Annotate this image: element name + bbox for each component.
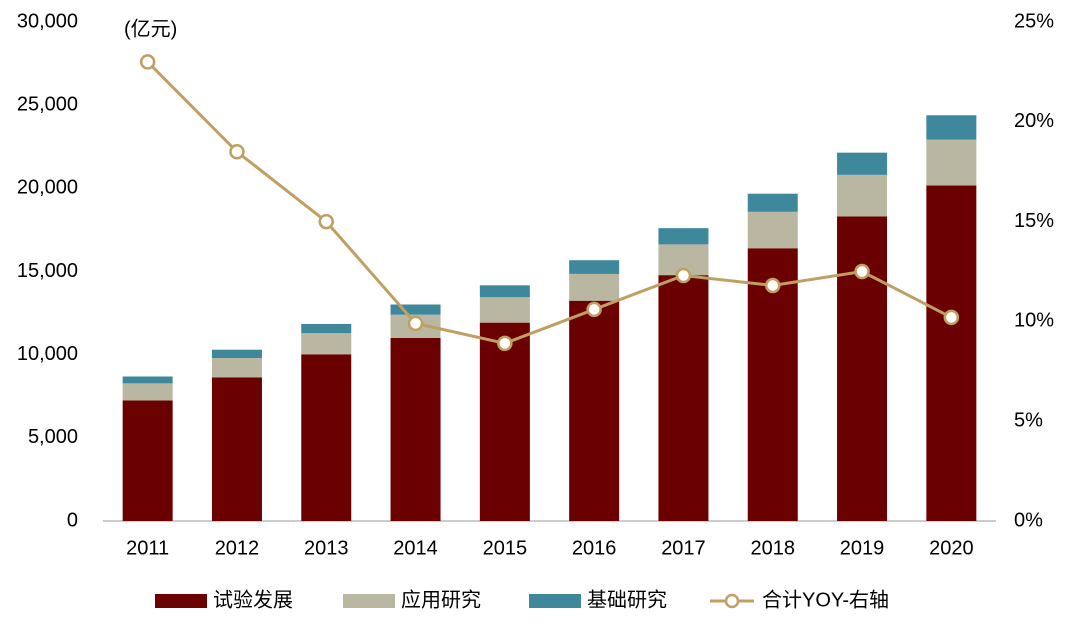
y-tick-label: 5,000 — [28, 426, 78, 448]
line-marker — [943, 309, 960, 326]
x-tick-label: 2012 — [215, 537, 260, 559]
x-tick-label: 2013 — [304, 537, 349, 559]
x-tick-label: 2014 — [393, 537, 438, 559]
bar-segment — [211, 357, 262, 378]
bar-segment — [926, 115, 977, 140]
bar-segment — [479, 285, 530, 298]
bar-segment — [837, 174, 888, 217]
bar-segment — [926, 185, 977, 522]
bar-segment — [747, 211, 798, 249]
line-marker — [765, 277, 781, 294]
bar-segment — [569, 260, 620, 274]
bar-segment — [122, 400, 173, 521]
bar-segment — [479, 322, 530, 521]
x-tick-label: 2015 — [483, 537, 528, 559]
line — [146, 60, 953, 345]
bar-segment — [390, 337, 441, 521]
bar-segment — [658, 275, 709, 521]
legend-label: 合计YOY-右轴 — [762, 588, 889, 611]
bar-segment — [747, 193, 798, 212]
bar-segment — [837, 152, 888, 175]
bar-segment — [211, 377, 262, 521]
x-tick-label: 2016 — [572, 537, 617, 559]
line-marker — [675, 267, 692, 284]
line-marker — [318, 213, 334, 230]
bar-segment — [479, 297, 530, 323]
y2-tick-label: 0% — [1014, 509, 1043, 531]
y2-tick-label: 25% — [1014, 10, 1054, 32]
bar-segment — [926, 139, 977, 186]
bar-segment — [301, 354, 352, 521]
bar-segment — [211, 349, 262, 358]
legend-swatch — [724, 593, 740, 609]
bar-segment — [837, 216, 888, 521]
bar-segment — [301, 323, 352, 334]
bar-segment — [569, 273, 620, 301]
y-tick-label: 15,000 — [17, 260, 78, 282]
bar-segment — [301, 333, 352, 355]
y-tick-label: 10,000 — [17, 343, 78, 365]
y-tick-label: 30,000 — [17, 10, 78, 32]
y2-tick-label: 15% — [1014, 210, 1054, 232]
bar-segment — [122, 376, 173, 384]
line-marker — [139, 54, 156, 70]
legend-label: 基础研究 — [587, 588, 667, 611]
x-tick-label: 2019 — [840, 537, 885, 559]
legend-swatch — [343, 594, 395, 608]
legend-swatch — [155, 594, 207, 608]
bar-segment — [122, 383, 173, 401]
bar-segment — [569, 300, 620, 521]
y-tick-label: 25,000 — [17, 93, 78, 115]
line-marker — [229, 143, 245, 160]
y2-tick-label: 20% — [1014, 110, 1054, 132]
y-tick-label: 20,000 — [17, 177, 78, 199]
y-tick-label: 0 — [67, 509, 78, 531]
legend-label: 应用研究 — [401, 588, 481, 611]
x-tick-label: 2020 — [929, 537, 974, 559]
x-tick-label: 2017 — [661, 537, 706, 559]
y2-tick-label: 5% — [1014, 409, 1043, 431]
line-marker — [586, 301, 602, 318]
line-marker — [497, 335, 513, 352]
bar-segment — [658, 228, 709, 245]
legend-swatch — [529, 594, 581, 608]
bar-segment — [747, 248, 798, 521]
x-tick-label: 2011 — [126, 537, 169, 559]
line-marker — [407, 315, 424, 332]
legend-label: 试验发展 — [213, 588, 293, 611]
unit-annotation: (亿元) — [124, 17, 177, 40]
x-tick-label: 2018 — [751, 537, 796, 559]
line-marker — [854, 263, 870, 280]
y2-tick-label: 10% — [1014, 310, 1054, 332]
bar-segment — [390, 304, 441, 315]
